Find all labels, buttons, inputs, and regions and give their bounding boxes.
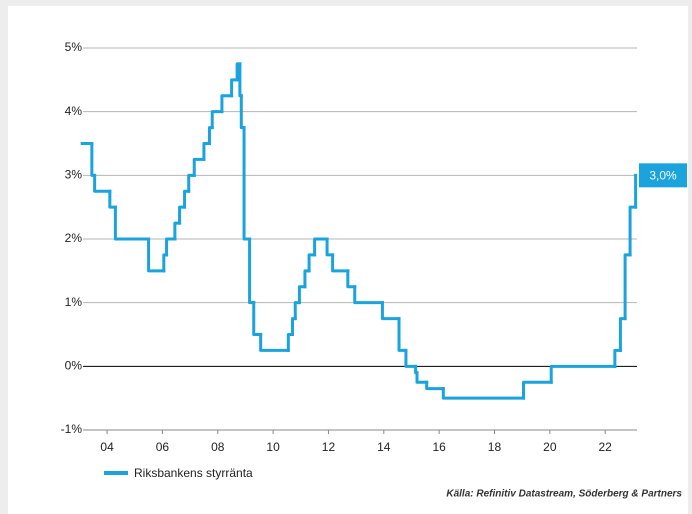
line-step [252,301,263,336]
x-tick-label: 10 [266,440,280,454]
y-tick-label: 2% [65,231,83,245]
y-tick-label: 1% [65,295,83,309]
line-step [522,380,553,400]
line-step [404,348,418,368]
line-step [147,237,166,273]
end-label: 3,0% [649,169,677,183]
y-tick-label: 0% [65,359,83,373]
x-tick-label: 14 [377,440,391,454]
source: Källa: Refinitiv Datastream, Söderberg &… [446,489,682,500]
line-step [331,253,350,273]
line-step [618,317,627,352]
line-step [202,142,211,161]
line-step [238,62,243,98]
line-step [353,285,384,305]
line-step [307,253,317,273]
line-step [192,157,206,177]
x-tick-label: 12 [322,440,336,454]
line-step [297,285,307,305]
line-step [210,110,224,130]
line-step [397,317,408,352]
line-step [613,348,622,368]
x-tick-label: 18 [488,440,502,454]
x-tick-label: 08 [211,440,225,454]
line-step [178,205,187,225]
line-step [346,269,357,289]
end-label-box [639,163,687,188]
line-step [425,380,445,391]
y-tick-label: 4% [65,104,83,118]
line-step [242,126,252,241]
line-step [108,189,117,209]
x-tick-label: 16 [432,440,446,454]
line-step [623,253,632,321]
line-step [415,371,429,384]
line-step [173,221,182,241]
x-tick-label: 04 [100,440,114,454]
line-step [628,205,638,257]
line-step [230,78,239,98]
line-step [441,387,526,400]
line-step [93,173,112,193]
y-tick-label: -1% [61,422,83,436]
line-step [313,237,329,257]
y-tick-label: 3% [65,168,83,182]
panel [8,6,688,514]
legend-label: Riksbankens styrränta [134,466,253,480]
line-step [220,94,234,114]
x-tick-label: 22 [598,440,612,454]
line-step [549,364,617,384]
line-step [259,333,290,352]
line-step [380,301,401,321]
y-tick-label: 5% [65,40,83,54]
x-tick-label: 06 [156,440,170,454]
x-tick-label: 20 [543,440,557,454]
line-step [187,173,196,193]
line-step [165,237,177,257]
line-step [325,237,335,257]
line-step [113,205,151,241]
